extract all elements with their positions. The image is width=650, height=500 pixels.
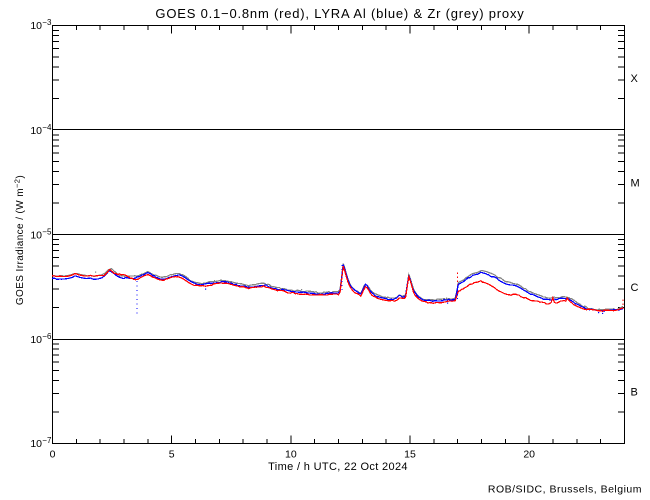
svg-text:−6: −6 [42, 332, 52, 341]
svg-text:10: 10 [30, 334, 42, 346]
svg-text:10: 10 [285, 449, 297, 461]
svg-text:M: M [631, 177, 640, 189]
svg-text:5: 5 [169, 449, 175, 461]
svg-text:B: B [631, 386, 638, 398]
svg-text:GOES 0.1−0.8nm (red), LYRA Al: GOES 0.1−0.8nm (red), LYRA Al (blue) & Z… [155, 6, 524, 21]
svg-text:20: 20 [523, 449, 535, 461]
svg-text:Time / h UTC, 22 Oct 2024: Time / h UTC, 22 Oct 2024 [268, 461, 408, 473]
svg-text:10: 10 [30, 438, 42, 450]
svg-text:10: 10 [30, 125, 42, 137]
svg-text:−4: −4 [42, 123, 52, 132]
svg-text:ROB/SIDC, Brussels, Belgium: ROB/SIDC, Brussels, Belgium [488, 484, 642, 496]
svg-text:GOES Irradiance / (W m−2): GOES Irradiance / (W m−2) [13, 175, 27, 305]
svg-text:10: 10 [30, 229, 42, 241]
svg-text:10: 10 [30, 20, 42, 32]
svg-text:−7: −7 [42, 436, 52, 445]
svg-text:−3: −3 [42, 18, 52, 27]
svg-text:−5: −5 [42, 227, 52, 236]
svg-text:X: X [631, 73, 639, 85]
svg-text:C: C [631, 282, 639, 294]
svg-text:15: 15 [404, 449, 416, 461]
svg-text:0: 0 [50, 449, 56, 461]
